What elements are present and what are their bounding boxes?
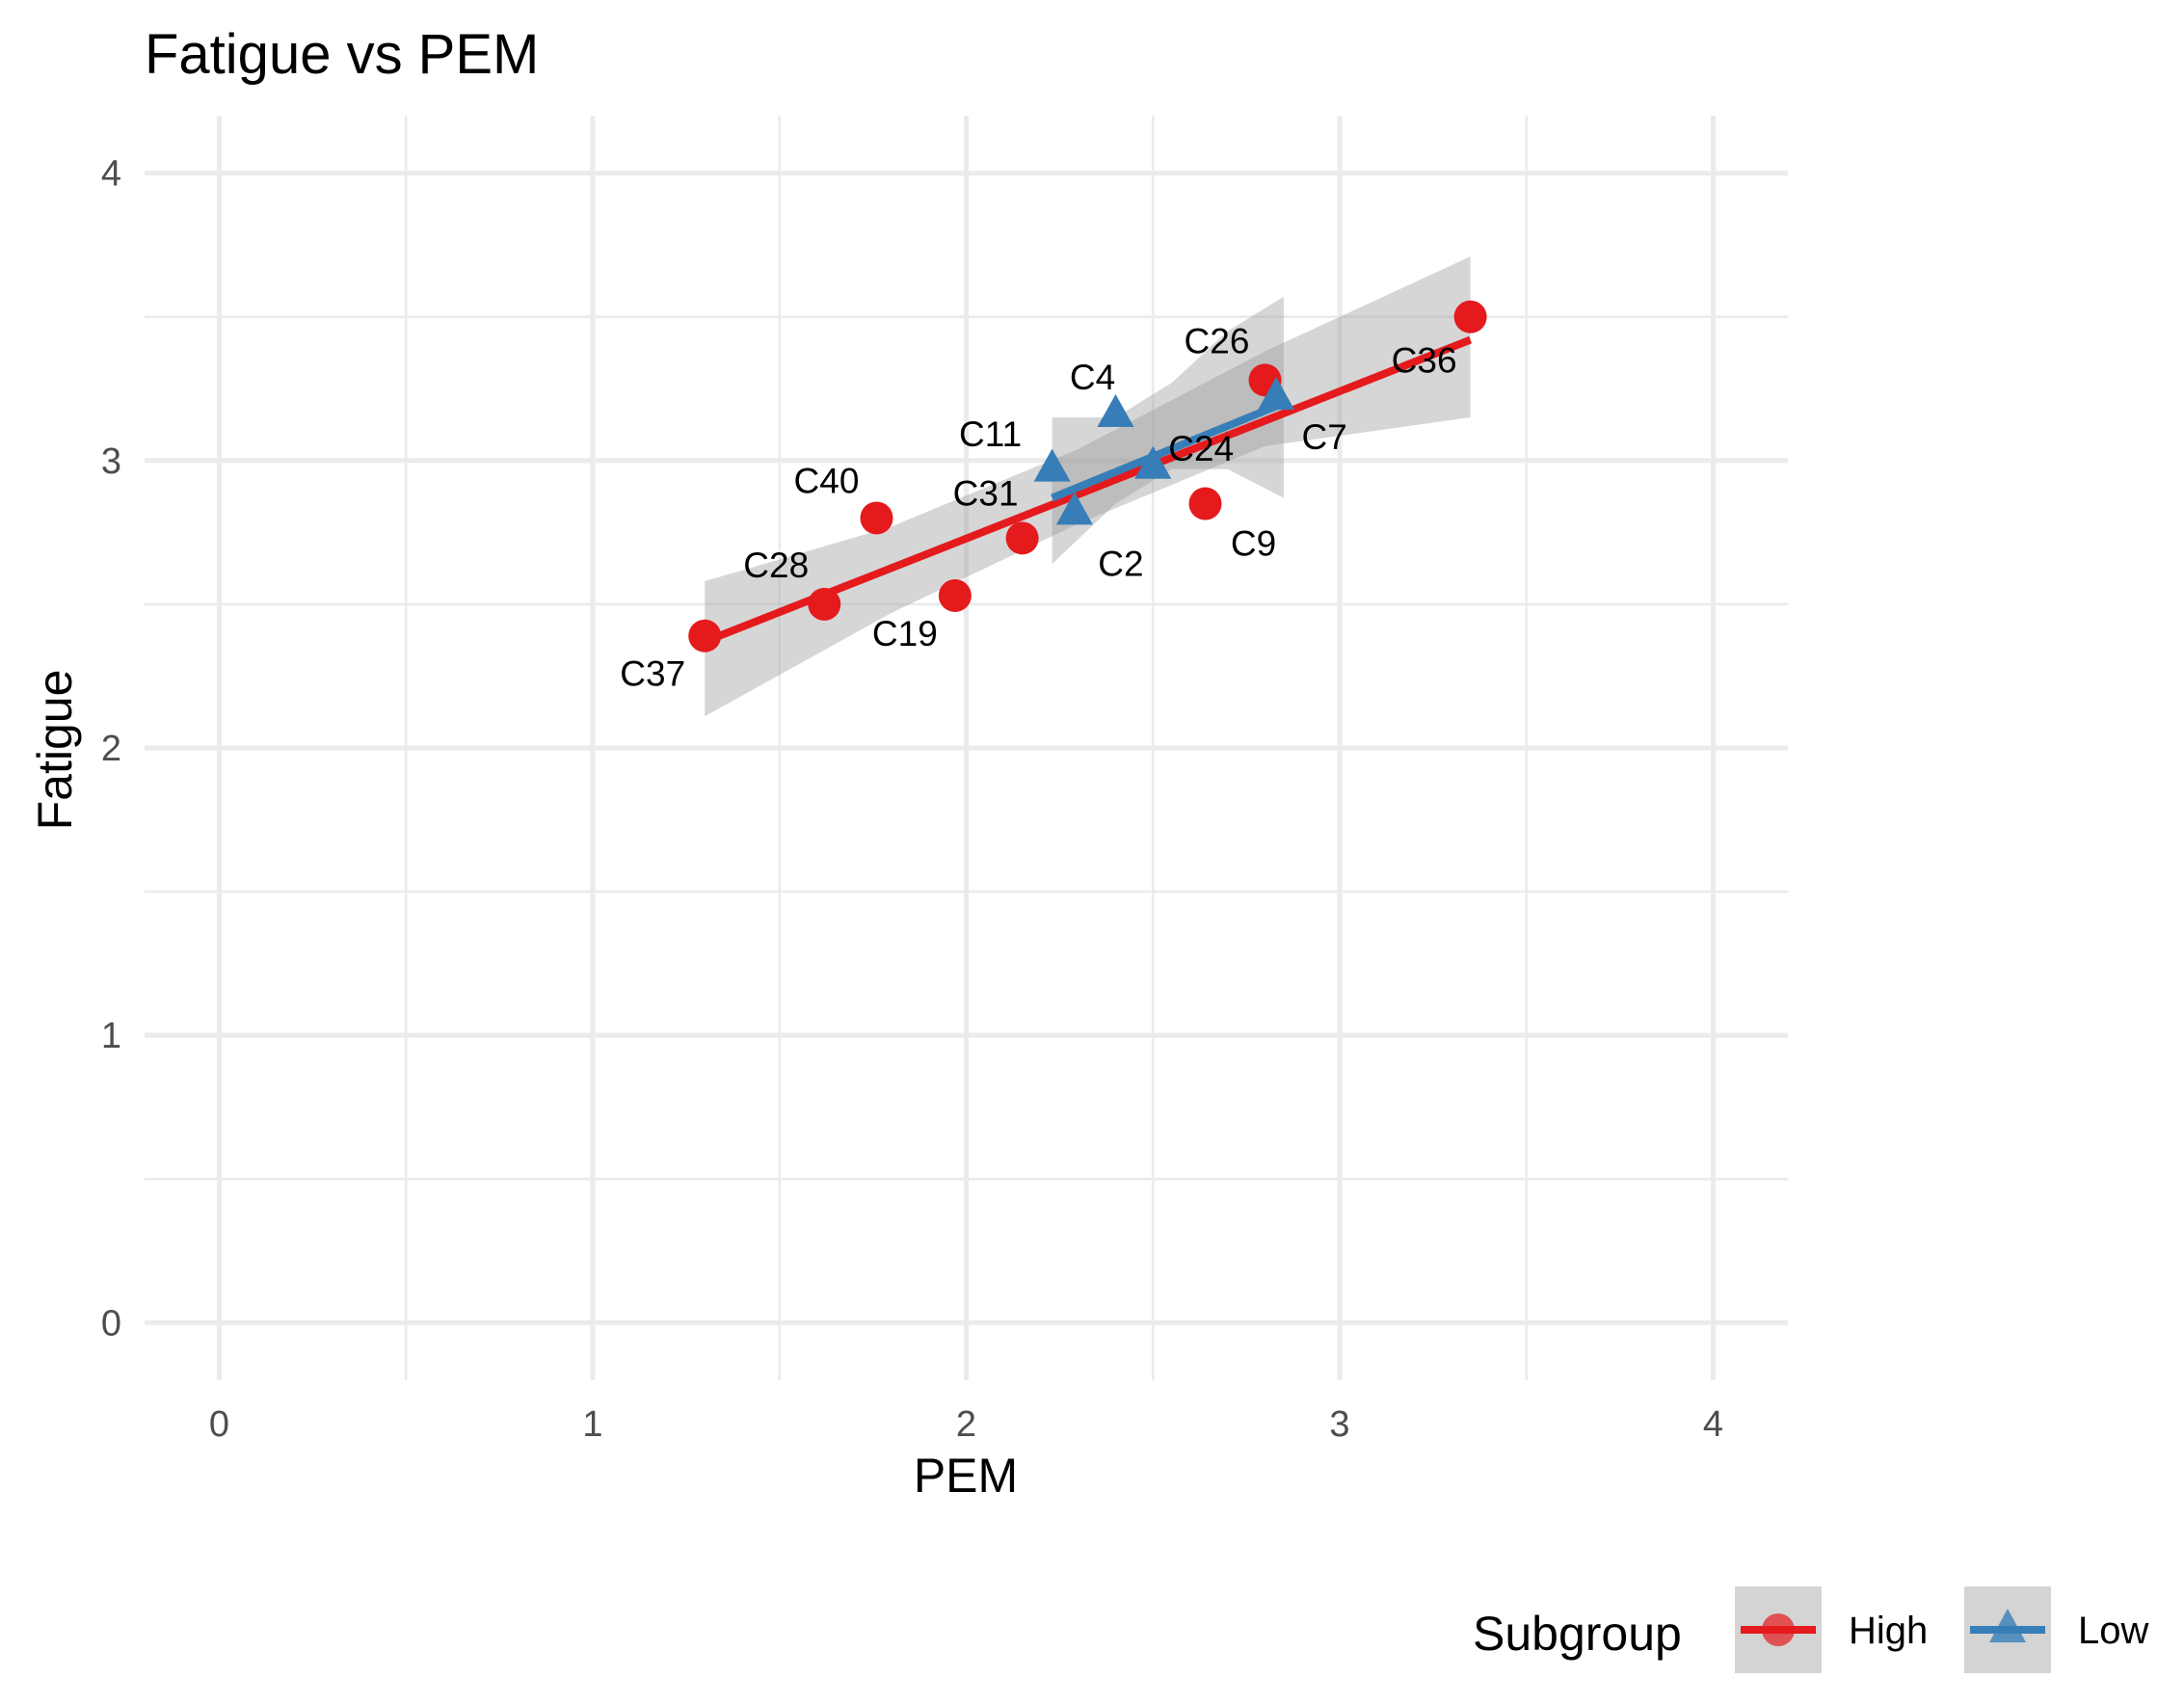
data-points — [688, 300, 1487, 653]
point-label-c28: C28 — [743, 546, 809, 585]
point-label-c4: C4 — [1070, 358, 1115, 397]
fit-line-low — [1051, 399, 1286, 502]
point-c36 — [1453, 300, 1487, 333]
point-label-c24: C24 — [1168, 429, 1234, 468]
legend-key-symbol — [1989, 1609, 2026, 1642]
y-axis-title: Fatigue — [28, 670, 82, 831]
point-labels: C37 C28 C40 C19 C31 C9 C26 C36 C11 C2 C4 C24 C7 — [620, 321, 1456, 693]
legend-label: High — [1849, 1610, 1928, 1652]
point-label-c7: C7 — [1301, 417, 1346, 457]
grid — [145, 116, 1788, 1380]
point-label-c9: C9 — [1231, 524, 1276, 564]
point-c11 — [1033, 448, 1071, 482]
point-label-c19: C19 — [872, 614, 938, 653]
y-tick-label: 2 — [101, 729, 121, 769]
point-c31 — [1005, 521, 1039, 555]
axis-ticks: 0 1 2 3 4 0 1 2 3 4 — [101, 154, 1723, 1445]
chart-title: Fatigue vs PEM — [145, 23, 539, 86]
point-c4 — [1097, 394, 1134, 428]
x-tick-label: 4 — [1703, 1404, 1723, 1445]
legend-item-low: Low — [1964, 1586, 2148, 1673]
point-label-c36: C36 — [1392, 341, 1457, 381]
x-tick-label: 1 — [582, 1404, 602, 1445]
point-label-c40: C40 — [794, 461, 860, 500]
y-tick-label: 0 — [101, 1303, 121, 1344]
point-c19 — [938, 578, 972, 612]
point-c37 — [688, 619, 722, 653]
x-axis-title: PEM — [914, 1449, 1018, 1503]
point-label-c31: C31 — [953, 473, 1019, 513]
x-tick-label: 3 — [1329, 1404, 1349, 1445]
y-tick-label: 1 — [101, 1016, 121, 1056]
point-c28 — [808, 587, 841, 621]
point-label-c2: C2 — [1098, 544, 1143, 583]
legend-title: Subgroup — [1473, 1607, 1682, 1661]
x-tick-label: 2 — [956, 1404, 976, 1445]
point-c40 — [860, 501, 893, 535]
point-label-c11: C11 — [959, 414, 1022, 454]
y-tick-label: 4 — [101, 154, 121, 195]
y-tick-label: 3 — [101, 441, 121, 482]
point-label-c37: C37 — [620, 654, 685, 694]
legend-label: Low — [2078, 1610, 2148, 1652]
point-c7 — [1258, 377, 1295, 411]
point-c24 — [1134, 445, 1172, 479]
legend-item-high: High — [1735, 1586, 1928, 1673]
legend: Subgroup High Low — [1473, 1586, 2148, 1673]
point-c9 — [1188, 487, 1222, 520]
legend-key-symbol — [1762, 1613, 1795, 1646]
point-c2 — [1055, 492, 1093, 525]
confidence-band-low — [1052, 296, 1284, 565]
x-tick-label: 0 — [209, 1404, 229, 1445]
point-label-c26: C26 — [1185, 321, 1250, 360]
